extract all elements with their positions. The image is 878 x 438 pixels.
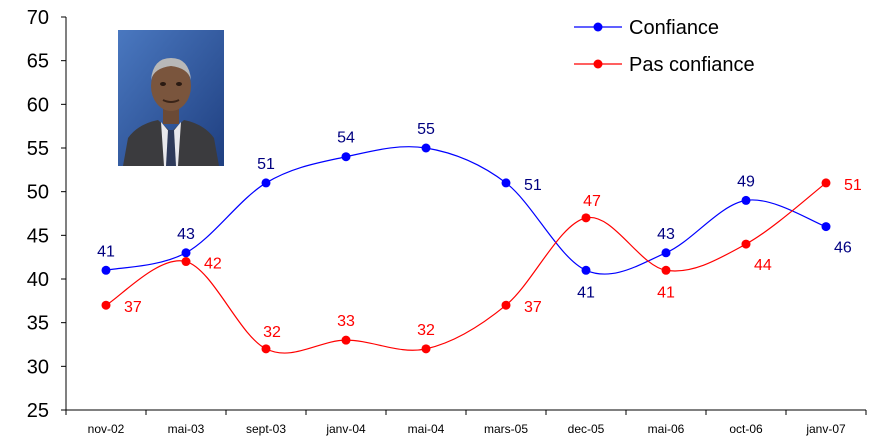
x-tick-label: janv-04 (325, 422, 366, 436)
data-label: 41 (657, 284, 675, 301)
y-tick-label: 45 (27, 225, 49, 247)
series-confiance (101, 143, 831, 275)
series-line (105, 182, 827, 354)
legend: Confiance Pas confiance (574, 17, 755, 76)
data-point (421, 143, 431, 153)
x-axis: nov-02 mai-03 sept-03 janv-04 mai-04 mars-05 d… (65, 409, 867, 436)
legend-label: Pas confiance (629, 54, 755, 76)
data-point (421, 344, 431, 354)
data-label: 49 (737, 173, 755, 190)
data-point (341, 335, 351, 345)
portrait-photo (118, 30, 224, 166)
data-point (261, 178, 271, 188)
data-point (181, 248, 191, 258)
y-tick-label: 65 (27, 51, 49, 73)
data-label: 44 (754, 257, 772, 274)
data-point (501, 178, 511, 188)
data-point (261, 344, 271, 354)
data-label: 43 (177, 226, 195, 243)
y-tick-label: 55 (27, 138, 49, 160)
data-point (181, 257, 191, 267)
x-tick-label: janv-07 (805, 422, 846, 436)
x-tick-label: mai-04 (408, 422, 445, 436)
legend-item: Pas confiance (574, 54, 755, 76)
data-point (661, 265, 671, 275)
data-label: 51 (257, 156, 275, 173)
data-point (821, 178, 831, 188)
data-point (741, 239, 751, 249)
y-tick-label: 50 (27, 182, 49, 204)
data-label: 41 (577, 284, 595, 301)
data-label: 37 (524, 299, 542, 316)
data-point (101, 265, 111, 275)
data-label: 47 (583, 193, 601, 210)
x-tick-label: mai-06 (648, 422, 685, 436)
data-label: 54 (337, 130, 355, 147)
data-labels: 41 43 51 54 55 51 41 43 49 46 37 42 32 33 32 37 47 41 44 51 (97, 121, 862, 341)
data-label: 33 (337, 313, 355, 330)
series-layer (101, 143, 831, 354)
y-tick-label: 70 (27, 7, 49, 29)
data-point (341, 152, 351, 162)
legend-label: Confiance (629, 17, 719, 39)
data-point (821, 222, 831, 232)
data-label: 43 (657, 226, 675, 243)
data-point (661, 248, 671, 258)
x-tick-label: mai-03 (168, 422, 205, 436)
data-label: 51 (844, 177, 862, 194)
data-point (581, 213, 591, 223)
y-tick-label: 40 (27, 269, 49, 291)
y-tick-label: 25 (27, 400, 49, 422)
legend-item: Confiance (574, 17, 719, 39)
data-label: 42 (204, 256, 222, 273)
data-label: 55 (417, 121, 435, 138)
x-tick-label: nov-02 (88, 422, 125, 436)
data-label: 41 (97, 243, 115, 260)
y-tick-label: 35 (27, 313, 49, 335)
data-label: 37 (124, 299, 142, 316)
data-label: 32 (417, 322, 435, 339)
data-label: 32 (263, 324, 281, 341)
series-line (105, 146, 827, 275)
series-pas-confiance (101, 178, 831, 354)
y-tick-label: 30 (27, 356, 49, 378)
x-tick-label: mars-05 (484, 422, 528, 436)
x-tick-label: sept-03 (246, 422, 286, 436)
data-label: 46 (834, 240, 852, 257)
legend-marker (593, 59, 603, 69)
y-axis: 25 30 35 40 45 50 55 60 65 70 (27, 7, 67, 422)
data-point (741, 195, 751, 205)
data-label: 51 (524, 177, 542, 194)
data-point (501, 300, 511, 310)
x-tick-label: oct-06 (729, 422, 763, 436)
y-tick-label: 60 (27, 94, 49, 116)
data-point (581, 265, 591, 275)
x-tick-label: dec-05 (568, 422, 605, 436)
legend-marker (593, 22, 603, 32)
data-point (101, 300, 111, 310)
